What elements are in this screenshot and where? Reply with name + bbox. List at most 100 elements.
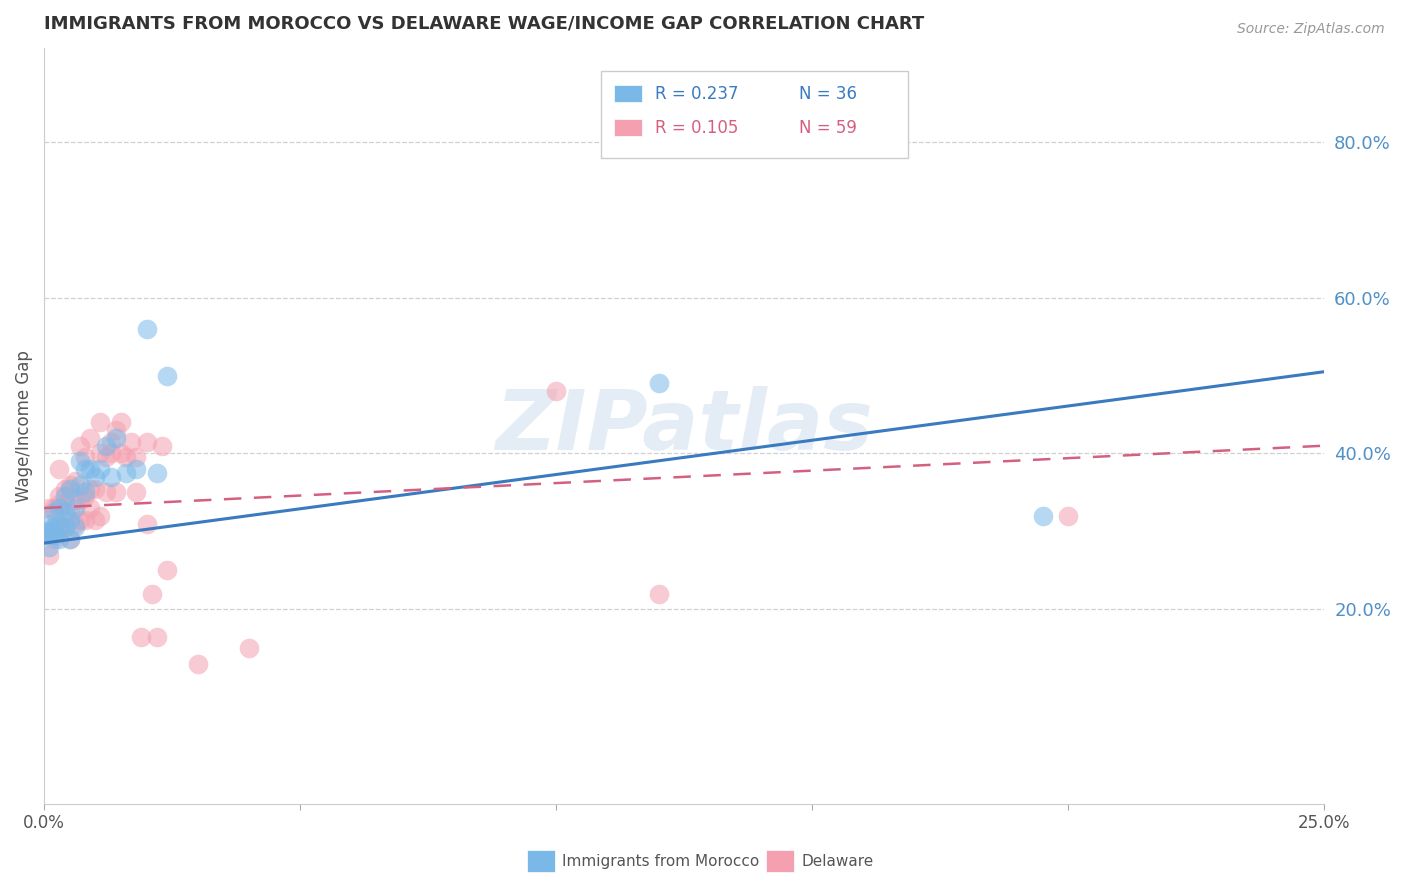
Point: [156, 563, 179, 577]
Text: ZIPatlas: ZIPatlas: [495, 385, 873, 467]
Point: [125, 462, 148, 476]
Point: [53, 482, 76, 496]
Point: [38, 540, 60, 554]
Point: [63, 474, 86, 488]
Point: [135, 322, 157, 336]
Point: [75, 462, 97, 476]
Point: [48, 489, 70, 503]
Point: [48, 501, 70, 516]
Point: [35, 524, 58, 539]
Point: [69, 454, 91, 468]
Text: R = 0.237: R = 0.237: [655, 85, 738, 103]
Point: [75, 485, 97, 500]
Point: [44, 520, 66, 534]
Point: [48, 497, 70, 511]
Text: Delaware: Delaware: [801, 855, 873, 869]
FancyBboxPatch shape: [614, 120, 643, 136]
Point: [59, 532, 82, 546]
Text: IMMIGRANTS FROM MOROCCO VS DELAWARE WAGE/INCOME GAP CORRELATION CHART: IMMIGRANTS FROM MOROCCO VS DELAWARE WAGE…: [44, 15, 924, 33]
Point: [53, 520, 76, 534]
Point: [94, 485, 117, 500]
Point: [135, 516, 157, 531]
Point: [84, 482, 107, 496]
Point: [100, 446, 122, 460]
Point: [104, 423, 127, 437]
Point: [647, 587, 669, 601]
Point: [63, 520, 86, 534]
Point: [89, 446, 111, 460]
Point: [84, 470, 107, 484]
Point: [89, 508, 111, 523]
Point: [69, 493, 91, 508]
Y-axis label: Wage/Income Gap: Wage/Income Gap: [15, 351, 32, 502]
Point: [44, 501, 66, 516]
Point: [41, 524, 63, 539]
Point: [75, 450, 97, 465]
Point: [48, 516, 70, 531]
Point: [53, 505, 76, 519]
Point: [59, 513, 82, 527]
Point: [110, 446, 132, 460]
Text: N = 36: N = 36: [800, 85, 858, 103]
Point: [44, 505, 66, 519]
Point: [104, 485, 127, 500]
Point: [53, 497, 76, 511]
Point: [146, 630, 169, 644]
Point: [48, 532, 70, 546]
Point: [38, 501, 60, 516]
Point: [79, 482, 101, 496]
Point: [75, 489, 97, 503]
FancyBboxPatch shape: [614, 86, 643, 102]
Point: [104, 431, 127, 445]
Point: [44, 532, 66, 546]
Text: Source: ZipAtlas.com: Source: ZipAtlas.com: [1237, 22, 1385, 37]
Point: [75, 513, 97, 527]
Point: [100, 434, 122, 449]
Point: [59, 532, 82, 546]
Point: [156, 368, 179, 383]
Point: [53, 520, 76, 534]
Point: [79, 501, 101, 516]
Point: [69, 513, 91, 527]
Point: [69, 439, 91, 453]
Point: [59, 482, 82, 496]
Point: [48, 520, 70, 534]
Point: [150, 439, 173, 453]
Text: Immigrants from Morocco: Immigrants from Morocco: [562, 855, 759, 869]
Point: [146, 466, 169, 480]
Point: [110, 415, 132, 429]
Point: [41, 524, 63, 539]
Point: [120, 434, 142, 449]
Point: [89, 415, 111, 429]
Point: [48, 462, 70, 476]
Point: [69, 477, 91, 491]
Point: [125, 485, 148, 500]
Text: N = 59: N = 59: [800, 119, 858, 136]
Point: [38, 548, 60, 562]
Point: [79, 431, 101, 445]
Point: [53, 489, 76, 503]
FancyBboxPatch shape: [600, 71, 908, 158]
Point: [141, 587, 163, 601]
Point: [59, 477, 82, 491]
Point: [44, 528, 66, 542]
Point: [125, 450, 148, 465]
Point: [1057, 508, 1080, 523]
Point: [238, 641, 260, 656]
Point: [79, 462, 101, 476]
Point: [135, 434, 157, 449]
Point: [89, 462, 111, 476]
Point: [187, 657, 209, 671]
Point: [37, 528, 59, 542]
Point: [38, 516, 60, 531]
Point: [84, 513, 107, 527]
Point: [100, 470, 122, 484]
Point: [63, 516, 86, 531]
Point: [38, 528, 60, 542]
Point: [131, 630, 153, 644]
Point: [115, 466, 138, 480]
Point: [647, 376, 669, 391]
Point: [59, 505, 82, 519]
Point: [94, 439, 117, 453]
Point: [94, 450, 117, 465]
